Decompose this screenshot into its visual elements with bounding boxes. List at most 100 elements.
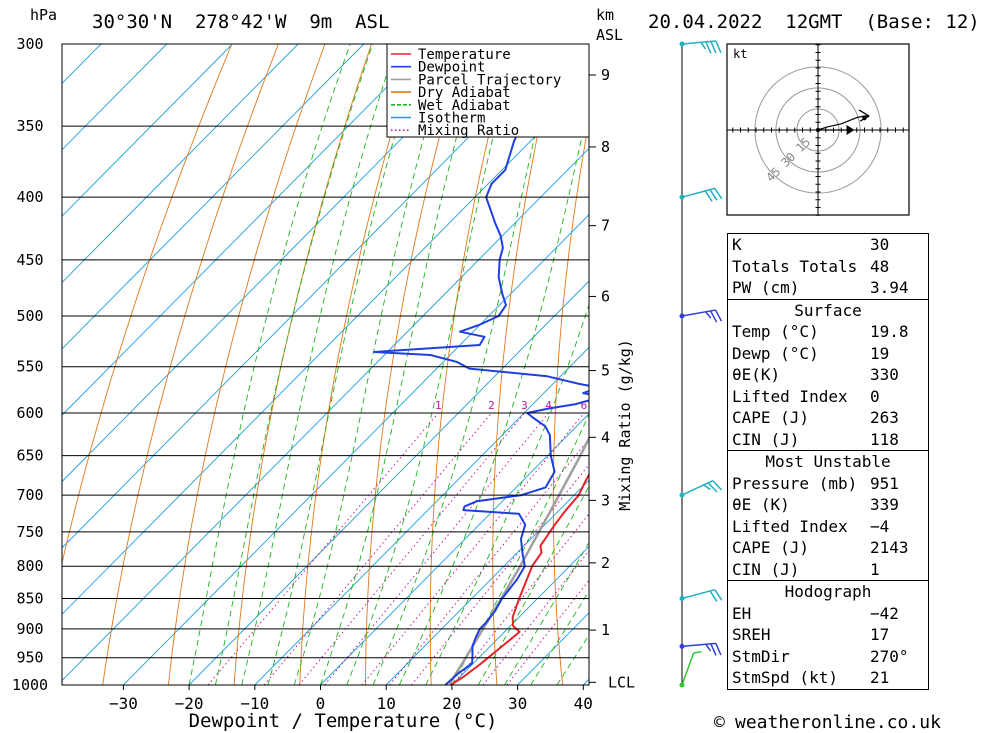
temperature-tick-label: −30 bbox=[109, 694, 138, 713]
mixing-ratio-line bbox=[482, 549, 589, 685]
mixing-ratio-line bbox=[506, 579, 589, 685]
isotherm-line bbox=[62, 44, 365, 350]
wet-adiabat-line bbox=[241, 44, 398, 685]
wind-barb-staff bbox=[681, 642, 716, 648]
surface-row: Lifted Index 0 bbox=[732, 386, 880, 406]
wind-barb-staff bbox=[681, 480, 714, 496]
legend-label: Dewpoint bbox=[418, 60, 485, 76]
mixing-ratio-label: 15 bbox=[663, 399, 676, 412]
wet-adiabat-line bbox=[346, 44, 518, 685]
km-tick-label: 9 bbox=[601, 66, 610, 84]
most-unstable-row: CIN (J) 1 bbox=[732, 559, 880, 579]
wet-adiabat-line bbox=[320, 44, 483, 685]
plot-frame bbox=[61, 43, 590, 686]
temperature-line bbox=[450, 472, 589, 685]
surface-section-title: Surface bbox=[728, 298, 928, 322]
hodograph-row: SREH 17 bbox=[732, 625, 890, 644]
hodograph-point bbox=[862, 115, 867, 121]
wind-barb-staff bbox=[681, 652, 695, 686]
wind-barb-flag bbox=[704, 190, 713, 202]
wind-barb-flag bbox=[709, 310, 718, 323]
pressure-tick-label: 450 bbox=[16, 251, 43, 269]
isotherm-line bbox=[62, 147, 589, 682]
legend-label: Parcel Trajectory bbox=[418, 72, 561, 88]
dry-adiabat-line bbox=[233, 44, 372, 685]
km-tick-label: 3 bbox=[601, 491, 610, 509]
legend-label: Mixing Ratio bbox=[418, 123, 519, 139]
pressure-tick-label: 800 bbox=[16, 557, 43, 575]
wind-barb-dot bbox=[679, 595, 685, 601]
footer-credit: © weatheronline.co.uk bbox=[714, 712, 941, 733]
surface-row: Temp (°C) 19.8 bbox=[732, 322, 909, 341]
legend-label: Isotherm bbox=[418, 111, 485, 127]
wind-barb-flag bbox=[705, 311, 712, 319]
mixing-ratio-line bbox=[389, 438, 589, 685]
wind-barb-flag bbox=[715, 40, 722, 53]
surface-row: CIN (J) 118 bbox=[732, 429, 899, 449]
dry-adiabat-line bbox=[669, 44, 698, 685]
pressure-tick-label: 500 bbox=[16, 307, 43, 325]
pressure-tick-label: 900 bbox=[16, 620, 43, 638]
wind-barb-dot bbox=[679, 682, 685, 688]
legend-box bbox=[386, 43, 590, 138]
pressure-tick-label: 700 bbox=[16, 486, 43, 504]
wind-barbs bbox=[679, 40, 723, 688]
wind-barb-staff bbox=[681, 187, 716, 198]
mixing-ratio-label: 6 bbox=[581, 399, 588, 412]
mixing-ratio-label: 1 bbox=[435, 399, 442, 412]
mixing-ratio-line bbox=[263, 412, 492, 685]
wind-barb-flag bbox=[705, 41, 712, 54]
wind-barb-dot bbox=[679, 313, 685, 319]
wind-barb-dot bbox=[679, 643, 685, 649]
wind-barb bbox=[679, 309, 723, 323]
pressure-tick-label: 850 bbox=[16, 589, 43, 607]
wind-barb-flag bbox=[703, 484, 711, 491]
most-unstable-row: Lifted Index −4 bbox=[732, 516, 890, 536]
hodograph-unit-label: kt bbox=[733, 47, 747, 61]
lcl-label: LCL bbox=[608, 673, 635, 691]
wind-barb-staff bbox=[681, 309, 716, 317]
hodograph-row: StmDir 270° bbox=[732, 646, 909, 666]
isotherm-line bbox=[320, 413, 589, 685]
wind-barb-dot bbox=[679, 41, 685, 47]
wind-barb bbox=[679, 642, 722, 656]
wind-barb-flag bbox=[693, 650, 702, 654]
wind-barb-dot bbox=[679, 194, 685, 200]
wind-barb bbox=[679, 40, 722, 54]
dry-adiabat-line bbox=[977, 44, 1000, 685]
mixing-ratio-line bbox=[298, 412, 525, 685]
copyright-symbol: © bbox=[714, 712, 725, 733]
wind-barb-flag bbox=[709, 189, 718, 201]
legend-label: Wet Adiabat bbox=[418, 98, 511, 114]
mixing-ratio-label: 25 bbox=[714, 399, 727, 412]
wind-barb-flag bbox=[714, 187, 723, 200]
index-row-totals: Totals Totals 48 bbox=[732, 256, 890, 276]
hodograph-section-title: Hodograph bbox=[728, 580, 928, 603]
wind-barb-flag bbox=[710, 41, 717, 54]
isotherm-line bbox=[123, 214, 589, 685]
wind-barb-flag bbox=[709, 590, 718, 602]
isotherm-line bbox=[62, 44, 233, 217]
dry-adiabat-line bbox=[102, 44, 279, 685]
dry-adiabat-line bbox=[552, 119, 589, 685]
pressure-tick-label: 750 bbox=[16, 523, 43, 541]
isotherm-line bbox=[62, 44, 562, 549]
legend-label: Temperature bbox=[418, 47, 511, 63]
hodograph-row: EH −42 bbox=[732, 603, 899, 623]
wind-barb-staff bbox=[681, 588, 716, 600]
km-tick-label: 1 bbox=[601, 621, 610, 639]
pressure-tick-label: 550 bbox=[16, 358, 43, 376]
surface-row: Dewp (°C) 19 bbox=[732, 343, 890, 363]
wet-adiabat-line bbox=[214, 44, 374, 685]
hodograph-row: StmSpd (kt) 21 bbox=[732, 668, 890, 687]
pressure-tick-label: 400 bbox=[16, 188, 43, 206]
wind-barb-flag bbox=[710, 643, 717, 656]
surface-row: CAPE (J) 263 bbox=[732, 408, 899, 427]
wind-barb bbox=[679, 650, 702, 688]
mixing-ratio-label: 3 bbox=[521, 399, 528, 412]
datetime-title: 20.04.2022 12GMT (Base: 12) bbox=[648, 11, 980, 33]
isotherm-line bbox=[62, 44, 496, 483]
